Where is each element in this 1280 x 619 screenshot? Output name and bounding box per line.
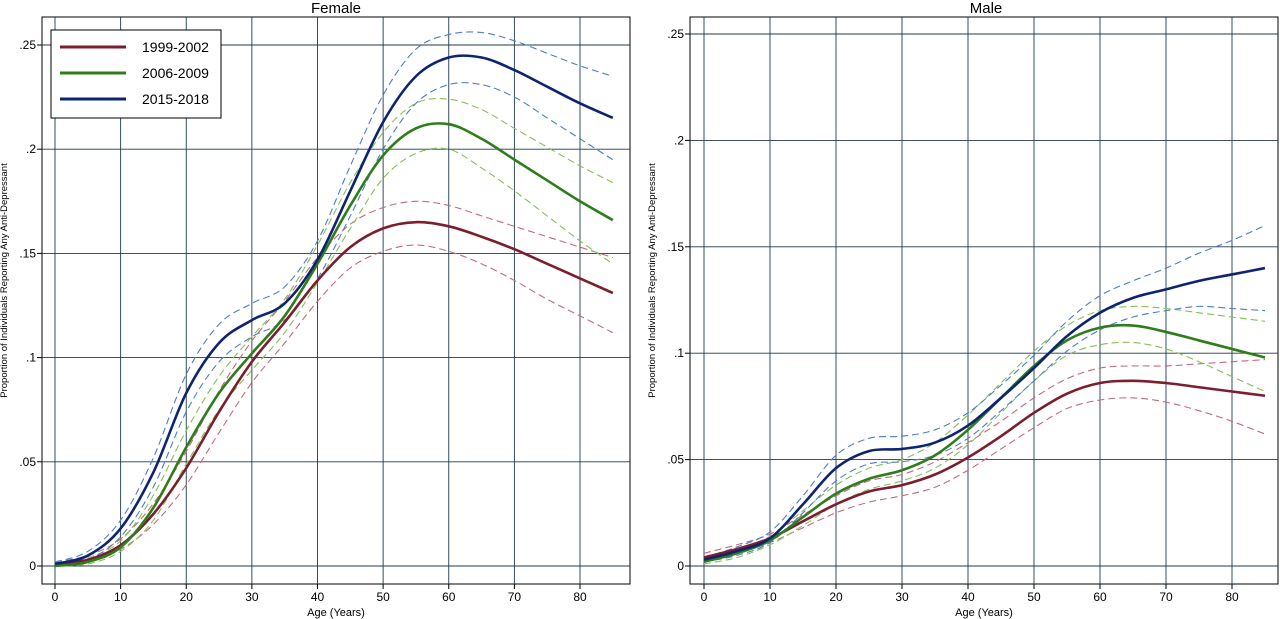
y-tick-label: .15	[19, 246, 36, 260]
series-2006-2009-ci-upper	[703, 305, 1266, 561]
female-panel: 0 10 20 30 40 50 60 70 80 0 .05 .1 .15 .2 .25 Female Age…	[0, 0, 631, 619]
series-1999-2002-ci-upper	[54, 200, 613, 563]
x-tick-label: 0	[701, 590, 708, 604]
series-2015-2018-ci-lower	[703, 305, 1266, 563]
y-axis-label: Proportion of Individuals Reporting Any …	[647, 163, 658, 398]
panel-title: Male	[970, 0, 1003, 17]
x-tick-label: 60	[1093, 590, 1107, 604]
y-tick-label: .25	[19, 38, 36, 52]
series-line-2015-2018	[54, 54, 614, 566]
y-axis-label: Proportion of Individuals Reporting Any …	[0, 163, 10, 398]
series-2015-2018-ci-upper	[703, 225, 1266, 559]
x-tick-label: 80	[573, 590, 587, 604]
male-panel: 0 10 20 30 40 50 60 70 80 0 .05 .1 .15 .2 .25 Male Age (…	[647, 0, 1279, 619]
series-line-1999-2002	[54, 220, 614, 566]
series-line-1999-2002	[703, 379, 1266, 559]
plot-area	[689, 16, 1279, 585]
x-tick-label: 20	[829, 590, 843, 604]
y-tick-label: .05	[19, 455, 36, 469]
x-tick-label: 10	[114, 590, 128, 604]
x-tick-label: 60	[442, 590, 456, 604]
y-tick-label: .2	[674, 133, 684, 147]
series-1999-2002-ci-lower	[54, 244, 614, 567]
x-tick-label: 70	[508, 590, 522, 604]
legend-entry: 2015-2018	[142, 91, 209, 107]
y-tick-label: .1	[26, 351, 36, 365]
x-axis-label: Age (Years)	[955, 607, 1013, 619]
series-2006-2009-ci-lower	[54, 147, 614, 567]
y-tick-label: .25	[667, 27, 684, 41]
x-tick-label: 80	[1225, 590, 1239, 604]
y-tick-label: 0	[677, 559, 684, 573]
series-2006-2009-ci-upper	[54, 98, 614, 565]
x-tick-label: 50	[376, 590, 390, 604]
series-2015-2018-ci-lower	[54, 82, 614, 567]
legend: 1999-2002 2006-2009 2015-2018	[50, 29, 222, 119]
legend-entry: 1999-2002	[142, 39, 209, 55]
x-tick-label: 50	[1027, 590, 1041, 604]
x-tick-label: 30	[245, 590, 259, 604]
x-tick-label: 10	[763, 590, 777, 604]
series-2015-2018-ci-upper	[54, 31, 613, 563]
y-tick-label: .1	[674, 346, 684, 360]
series-line-2006-2009	[54, 122, 614, 568]
panel-title: Female	[311, 0, 361, 17]
series-line-2006-2009	[703, 323, 1266, 563]
x-axis-label: Age (Years)	[307, 607, 365, 619]
series-2006-2009-ci-lower	[703, 341, 1266, 565]
series-1999-2002-ci-lower	[703, 397, 1266, 563]
x-tick-label: 40	[961, 590, 975, 604]
x-tick-label: 0	[52, 590, 59, 604]
x-tick-label: 30	[895, 590, 909, 604]
y-tick-label: .2	[26, 142, 36, 156]
y-tick-label: 0	[29, 559, 36, 573]
x-tick-label: 40	[311, 590, 325, 604]
x-tick-label: 20	[180, 590, 194, 604]
series-line-2015-2018	[703, 266, 1266, 561]
series-layer	[703, 225, 1266, 565]
y-tick-label: .05	[667, 453, 684, 467]
legend-entry: 2006-2009	[142, 65, 209, 81]
series-layer	[54, 31, 614, 568]
y-tick-label: .15	[667, 240, 684, 254]
series-1999-2002-ci-upper	[703, 359, 1266, 554]
x-tick-label: 70	[1159, 590, 1173, 604]
